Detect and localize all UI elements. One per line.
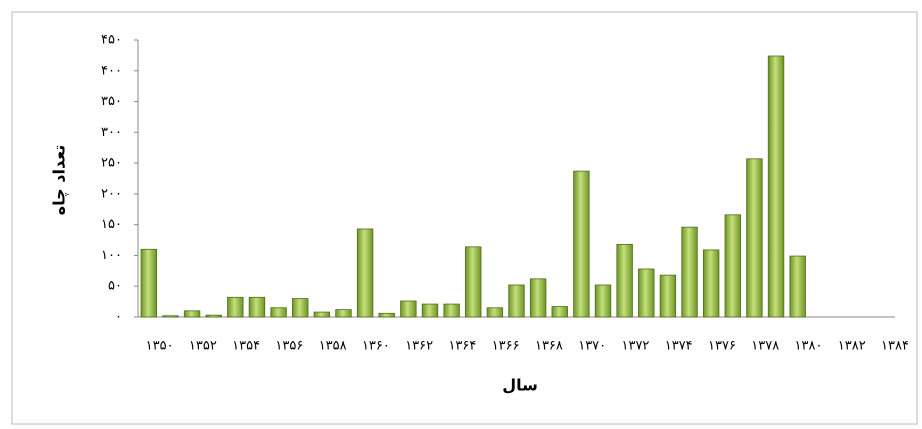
bar — [486, 307, 504, 318]
x-tick-label: ۱۳۸۴ — [881, 339, 909, 354]
bar — [638, 268, 655, 318]
y-tick-label: ۵۰ — [108, 279, 122, 294]
bar — [724, 214, 741, 318]
bar — [789, 255, 806, 318]
bar — [227, 296, 244, 318]
y-tick-label: ۱۵۰ — [101, 217, 122, 232]
x-tick-label: ۱۳۶۴ — [448, 339, 476, 354]
bar — [551, 306, 568, 318]
x-tick-label: ۱۳۶۰ — [362, 339, 390, 354]
x-tick-label: ۱۳۷۰ — [578, 339, 606, 354]
x-tick-label: ۱۳۷۶ — [708, 339, 736, 354]
bar — [162, 315, 179, 318]
y-tick-label: ۳۰۰ — [101, 125, 122, 140]
bar — [313, 311, 331, 318]
x-tick-label: ۱۳۵۴ — [232, 339, 260, 354]
bar — [594, 284, 612, 318]
bar — [702, 249, 720, 318]
bar — [292, 298, 309, 318]
x-axis-label: سال — [502, 376, 538, 395]
bar — [746, 158, 763, 318]
bar — [205, 314, 222, 318]
x-tick-label: ۱۳۵۸ — [319, 339, 347, 354]
bar — [465, 246, 482, 318]
bar — [616, 243, 633, 318]
x-tick-label: ۱۳۷۴ — [665, 339, 693, 354]
bar — [681, 226, 698, 318]
bar — [183, 310, 201, 318]
y-axis-label: تعداد چاه — [50, 145, 70, 216]
y-tick-label: ۳۵۰ — [101, 94, 122, 109]
y-tick-label: ۱۰۰ — [101, 248, 122, 263]
x-tick-label: ۱۳۵۶ — [275, 339, 303, 354]
bar — [378, 312, 395, 318]
x-tick-label: ۱۳۷۸ — [751, 339, 779, 354]
y-tick-label: ۴۰۰ — [101, 63, 122, 78]
x-tick-label: ۱۳۵۰ — [146, 339, 174, 354]
bar — [573, 170, 590, 318]
x-tick-label: ۱۳۶۲ — [405, 339, 433, 354]
bar — [421, 303, 439, 318]
x-tick-label: ۱۳۶۸ — [535, 339, 563, 354]
x-tick-label: ۱۳۶۶ — [492, 339, 520, 354]
bar — [140, 248, 158, 318]
y-tick-label: ۲۰۰ — [101, 186, 122, 201]
x-tick-label: ۱۳۷۲ — [621, 339, 649, 354]
bar — [335, 309, 352, 318]
x-tick-label: ۱۳۵۲ — [189, 339, 217, 354]
y-tick-label: ۴۵۰ — [101, 33, 122, 48]
y-tick-label: ۰ — [115, 310, 122, 325]
x-tick-label: ۱۳۸۰ — [795, 339, 823, 354]
x-tick-label: ۱۳۸۲ — [838, 339, 866, 354]
bar — [443, 303, 460, 318]
bar — [508, 284, 525, 318]
bar — [400, 300, 417, 318]
bar — [248, 296, 266, 318]
bar — [767, 55, 785, 318]
bar — [659, 274, 677, 318]
bar — [270, 307, 287, 318]
bar — [356, 228, 374, 318]
bar — [529, 278, 547, 318]
chart-frame — [11, 11, 918, 425]
y-tick-label: ۲۵۰ — [101, 156, 122, 171]
